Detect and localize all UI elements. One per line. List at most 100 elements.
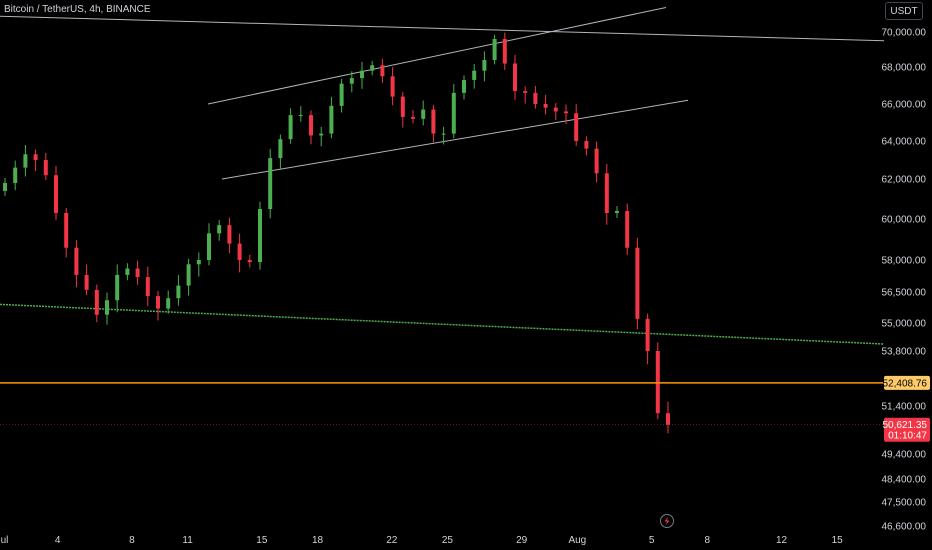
candle-body (196, 260, 201, 265)
y-tick-label: 55,000.00 (882, 319, 927, 330)
candle-body (145, 277, 150, 297)
y-tick-label: 51,400.00 (882, 402, 927, 413)
x-tick-label: 15 (832, 535, 844, 546)
x-tick-label: 8 (129, 535, 135, 546)
level-price-label: 52,408.76 (883, 378, 928, 389)
candle-body (329, 105, 334, 134)
level-price-badge (884, 375, 930, 390)
y-tick-label: 56,500.00 (882, 288, 927, 299)
candle-body (390, 76, 395, 97)
candle-body (655, 351, 660, 414)
candle-body (502, 39, 507, 64)
y-tick-label: 48,400.00 (882, 475, 927, 486)
candle-body (492, 39, 497, 60)
candle-body (349, 78, 354, 84)
x-tick-label: 18 (312, 535, 324, 546)
x-tick-label: 4 (55, 535, 61, 546)
candle-body (268, 158, 273, 209)
candle-body (523, 91, 528, 93)
candle-body (115, 274, 120, 301)
candle-body (645, 318, 650, 351)
candle-body (54, 175, 58, 213)
candle-body (176, 285, 181, 299)
x-tick-label: 25 (442, 535, 454, 546)
trendlines (0, 7, 885, 345)
candle-body (462, 79, 466, 93)
candle-body (421, 109, 426, 119)
time-axis[interactable]: Jul 4 8 11 15 18 22 25 29 Aug 5 8 12 15 (0, 535, 843, 546)
x-tick-label: 29 (516, 535, 528, 546)
candle-body (33, 154, 38, 160)
candle-body (227, 225, 232, 244)
candle-body (258, 209, 262, 263)
x-tick-label: 22 (386, 535, 398, 546)
candle-body (472, 70, 477, 80)
candle-body (543, 104, 548, 108)
candle-body (105, 300, 109, 315)
candle-body (135, 268, 140, 278)
candle-body (94, 289, 99, 315)
candle-body (3, 183, 7, 191)
y-tick-label: 53,800.00 (882, 347, 927, 358)
candle-body (533, 92, 538, 104)
candle-body (339, 83, 344, 106)
x-tick-label: Aug (568, 535, 586, 546)
lightning-icon[interactable] (660, 514, 674, 528)
y-tick-label: 64,000.00 (882, 137, 927, 148)
x-tick-label: 11 (182, 535, 193, 546)
candle-body (574, 113, 579, 141)
candle-body (584, 141, 589, 149)
candle-body (207, 233, 211, 260)
candle-body (84, 274, 89, 290)
price-axis[interactable]: 70,000.00 68,000.00 66,000.00 64,000.00 62,0… (882, 28, 927, 533)
support-trendline (0, 303, 885, 345)
candle-body (64, 213, 69, 248)
candle-body (237, 243, 242, 260)
x-tick-label: Jul (0, 535, 8, 546)
symbol-title: Bitcoin / TetherUS, 4h, BINANCE (4, 4, 151, 15)
countdown-label: 01:10:47 (888, 431, 927, 442)
candle-body (13, 167, 18, 183)
candle-body (319, 133, 324, 136)
channel-upper-line (207, 7, 667, 105)
candle-body (360, 70, 364, 79)
candle-body (625, 211, 630, 248)
candle-body (288, 115, 293, 140)
candle-body (666, 413, 670, 425)
candle-body (380, 65, 385, 77)
y-tick-label: 68,000.00 (882, 63, 927, 74)
candle-body (451, 92, 456, 134)
candle-body (594, 148, 599, 174)
y-tick-label: 58,000.00 (882, 256, 927, 267)
channel-lower-line (221, 99, 689, 180)
candle-body (513, 63, 517, 92)
candle-body (482, 60, 487, 71)
y-tick-label: 49,400.00 (882, 450, 927, 461)
y-tick-label: 46,600.00 (882, 522, 927, 533)
candle-body (431, 109, 436, 134)
candle-body (156, 296, 160, 309)
x-tick-label: 15 (256, 535, 268, 546)
last-price-label: 50,621.35 (883, 420, 928, 431)
y-tick-label: 60,000.00 (882, 215, 927, 226)
y-tick-label: 62,000.00 (882, 175, 927, 186)
candle-body (370, 65, 375, 71)
candle-body (23, 154, 28, 168)
candle-body (441, 133, 446, 135)
candle-body (615, 211, 619, 213)
candle-body (278, 139, 283, 159)
candle-body (553, 107, 558, 112)
y-tick-label: 66,000.00 (882, 100, 927, 111)
candle-body (411, 116, 415, 119)
candle-body (400, 96, 405, 117)
candlesticks (3, 32, 670, 434)
candle-body (74, 247, 79, 275)
candle-body (43, 160, 48, 176)
candle-body (166, 298, 171, 309)
currency-button[interactable]: USDT (885, 2, 923, 20)
candle-body (309, 115, 313, 136)
candle-body (604, 173, 609, 213)
x-tick-label: 5 (649, 535, 655, 546)
